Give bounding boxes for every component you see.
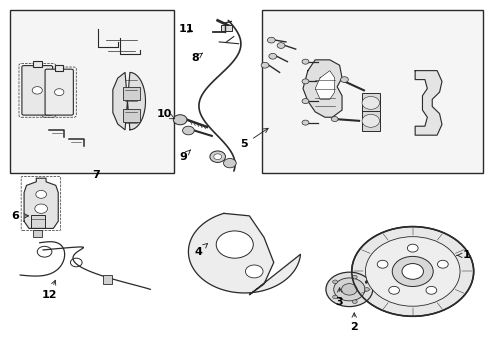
Circle shape bbox=[209, 151, 225, 162]
Circle shape bbox=[364, 288, 368, 291]
FancyBboxPatch shape bbox=[45, 69, 73, 115]
Circle shape bbox=[213, 154, 221, 159]
Circle shape bbox=[330, 117, 337, 122]
Circle shape bbox=[351, 226, 473, 316]
Circle shape bbox=[351, 275, 356, 279]
Bar bbox=[31, 215, 44, 228]
Bar bbox=[33, 62, 42, 67]
Circle shape bbox=[361, 96, 379, 109]
Circle shape bbox=[391, 256, 432, 287]
Bar bbox=[33, 230, 42, 237]
Bar bbox=[122, 109, 140, 122]
Circle shape bbox=[325, 272, 372, 307]
Text: 1: 1 bbox=[456, 250, 469, 260]
Circle shape bbox=[302, 79, 308, 84]
Circle shape bbox=[223, 158, 236, 168]
Circle shape bbox=[36, 190, 46, 198]
Text: 10: 10 bbox=[156, 109, 174, 119]
Circle shape bbox=[333, 278, 364, 301]
Text: 12: 12 bbox=[41, 280, 57, 300]
Circle shape bbox=[332, 280, 337, 284]
Text: 3: 3 bbox=[335, 288, 343, 307]
Circle shape bbox=[216, 231, 253, 258]
Bar bbox=[122, 87, 140, 100]
Polygon shape bbox=[113, 72, 145, 130]
Circle shape bbox=[268, 53, 276, 59]
Polygon shape bbox=[414, 71, 441, 135]
Circle shape bbox=[173, 115, 186, 125]
Text: 2: 2 bbox=[349, 313, 357, 332]
Circle shape bbox=[388, 286, 399, 294]
Circle shape bbox=[55, 89, 64, 96]
Polygon shape bbox=[303, 60, 341, 117]
Circle shape bbox=[361, 114, 379, 127]
Text: 4: 4 bbox=[194, 243, 207, 257]
Circle shape bbox=[376, 260, 387, 268]
Bar bbox=[261, 10, 483, 173]
Bar bbox=[10, 10, 173, 173]
Circle shape bbox=[401, 264, 423, 279]
Circle shape bbox=[32, 87, 42, 94]
Circle shape bbox=[261, 62, 268, 68]
Circle shape bbox=[332, 295, 337, 299]
Circle shape bbox=[302, 59, 308, 64]
Bar bbox=[55, 66, 63, 71]
FancyBboxPatch shape bbox=[22, 66, 53, 115]
Polygon shape bbox=[315, 71, 334, 99]
Polygon shape bbox=[24, 178, 58, 228]
Text: 11: 11 bbox=[178, 24, 193, 35]
Circle shape bbox=[425, 286, 436, 294]
Text: 7: 7 bbox=[92, 170, 100, 180]
Circle shape bbox=[437, 260, 447, 268]
Text: 6: 6 bbox=[11, 211, 28, 221]
Circle shape bbox=[182, 126, 194, 135]
Circle shape bbox=[340, 77, 347, 82]
Polygon shape bbox=[188, 213, 300, 295]
Bar bbox=[361, 111, 379, 131]
Circle shape bbox=[302, 99, 308, 104]
Circle shape bbox=[351, 300, 356, 303]
Circle shape bbox=[341, 284, 356, 295]
Circle shape bbox=[267, 37, 275, 43]
Circle shape bbox=[365, 237, 459, 306]
Text: 8: 8 bbox=[191, 53, 202, 63]
Text: 9: 9 bbox=[179, 150, 190, 162]
Circle shape bbox=[407, 244, 417, 252]
Circle shape bbox=[302, 120, 308, 125]
Bar bbox=[103, 275, 112, 284]
Circle shape bbox=[277, 42, 285, 48]
Bar bbox=[361, 93, 379, 113]
Bar bbox=[221, 25, 231, 31]
Text: 5: 5 bbox=[240, 128, 267, 149]
Circle shape bbox=[245, 265, 263, 278]
Circle shape bbox=[35, 204, 47, 213]
